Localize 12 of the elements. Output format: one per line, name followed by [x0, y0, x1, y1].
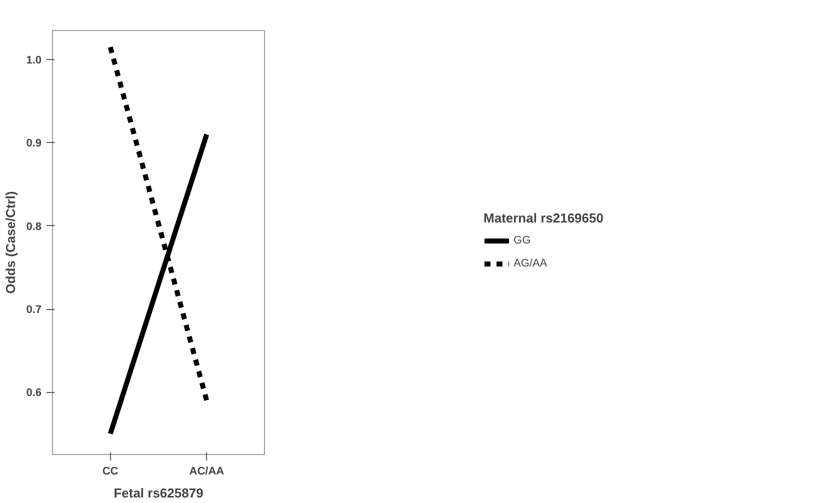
x-axis-title: Fetal rs625879: [114, 486, 204, 500]
y-axis-title: Odds (Case/Ctrl): [3, 191, 18, 294]
y-tick-label: 0.6: [26, 387, 42, 400]
x-tick-label: AC/AA: [189, 466, 224, 478]
y-tick-label: 0.8: [26, 220, 42, 233]
x-tick-label: CC: [102, 466, 118, 478]
legend-title: Maternal rs2169650: [484, 210, 604, 226]
legend-label: AG/AA: [514, 258, 548, 270]
y-tick-label: 1.0: [26, 54, 42, 67]
legend-label: GG: [514, 234, 532, 246]
y-tick-label: 0.7: [26, 304, 42, 316]
y-tick-label: 0.9: [26, 138, 42, 150]
